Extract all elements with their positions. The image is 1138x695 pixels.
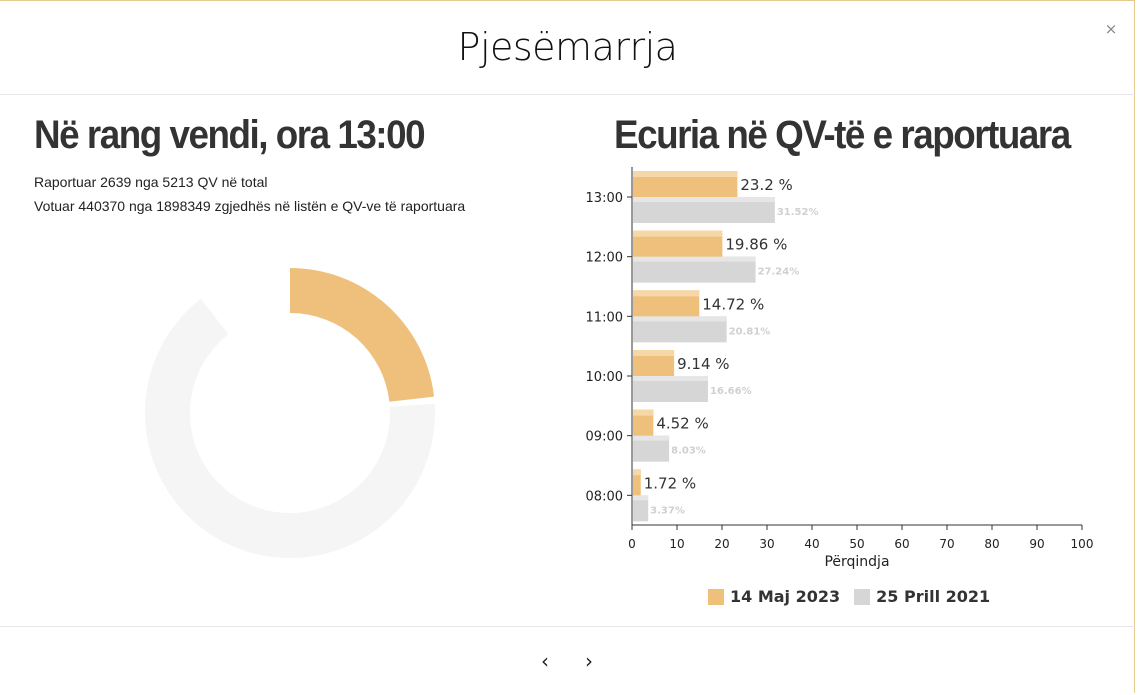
x-tick-label: 80	[984, 537, 999, 551]
bar-previous	[633, 495, 649, 522]
donut-slice-current	[290, 268, 435, 402]
x-tick-label: 90	[1029, 537, 1044, 551]
data-label-current: 19.86 %	[725, 236, 787, 254]
bar-current-highlight	[633, 409, 654, 416]
bar-current-highlight	[633, 290, 700, 297]
legend-label-current: 14 Maj 2023	[730, 587, 841, 606]
y-tick-label: 11:00	[586, 310, 623, 325]
chart-legend: 14 Maj 2023 25 Prill 2021	[708, 587, 990, 606]
reported-stations-text: Raportuar 2639 nga 5213 QV në total	[34, 174, 268, 190]
modal-header: Pjesëmarrja ×	[0, 1, 1135, 95]
country-title: Në rang vendi, ora 13:00	[34, 113, 426, 157]
x-tick-label: 0	[628, 537, 636, 551]
data-label-previous: 27.24%	[758, 267, 800, 278]
bar-previous-highlight	[633, 316, 727, 322]
x-tick-label: 60	[894, 537, 909, 551]
turnout-bar-chart: 23.2 % 31.52% 13:00 19.86 % 27.24% 12:00 14.72…	[586, 167, 1094, 570]
data-label-current: 4.52 %	[656, 415, 708, 433]
bar-current-highlight	[633, 230, 723, 237]
legend-label-previous: 25 Prill 2021	[876, 587, 991, 606]
x-tick-label: 50	[849, 537, 864, 551]
y-tick-label: 13:00	[586, 191, 623, 206]
x-tick-label: 10	[669, 537, 684, 551]
bar-current-highlight	[633, 350, 675, 356]
x-axis-label: Përqindja	[824, 554, 889, 570]
modal-footer: ‹ ›	[0, 626, 1135, 694]
legend-item-previous[interactable]: 25 Prill 2021	[854, 587, 990, 606]
bar-previous-highlight	[633, 376, 708, 381]
modal-title: Pjesëmarrja	[457, 25, 678, 69]
data-label-current: 1.72 %	[644, 474, 696, 492]
x-tick-label: 100	[1071, 537, 1094, 551]
bar-current-highlight	[633, 171, 738, 177]
legend-item-current[interactable]: 14 Maj 2023	[708, 587, 840, 606]
data-label-current: 14.72 %	[702, 295, 764, 313]
donut-track	[145, 298, 435, 558]
x-tick-label: 30	[759, 537, 774, 551]
bar-previous-highlight	[633, 256, 756, 262]
data-label-current: 23.2 %	[740, 176, 792, 194]
data-label-previous: 16.66%	[710, 386, 752, 397]
data-label-previous: 8.03%	[671, 446, 706, 457]
turnout-donut-chart	[145, 268, 435, 558]
data-label-previous: 31.52%	[777, 207, 819, 218]
y-tick-label: 09:00	[586, 430, 623, 445]
data-label-current: 9.14 %	[677, 355, 729, 373]
y-tick-label: 10:00	[586, 370, 623, 385]
bar-current-highlight	[633, 469, 641, 476]
close-icon[interactable]: ×	[1104, 20, 1118, 38]
bar-previous-highlight	[633, 495, 649, 501]
bar-previous-highlight	[633, 197, 775, 202]
legend-swatch-previous	[854, 588, 871, 605]
bar-previous-highlight	[633, 435, 670, 441]
bar-current	[633, 409, 654, 436]
x-tick-label: 20	[714, 537, 729, 551]
data-label-previous: 20.81%	[729, 326, 771, 337]
data-label-previous: 3.37%	[650, 505, 685, 516]
progress-title: Ecuria në QV-të e raportuara	[614, 113, 1071, 157]
bar-current	[633, 469, 641, 496]
voters-text: Votuar 440370 nga 1898349 zgjedhës në li…	[34, 198, 466, 214]
chevron-right-icon[interactable]: ›	[585, 649, 593, 673]
x-tick-label: 70	[939, 537, 954, 551]
x-tick-label: 40	[804, 537, 819, 551]
y-tick-label: 12:00	[586, 251, 623, 266]
legend-swatch-current	[708, 588, 724, 605]
y-tick-label: 08:00	[586, 489, 623, 504]
chevron-left-icon[interactable]: ‹	[541, 649, 549, 673]
